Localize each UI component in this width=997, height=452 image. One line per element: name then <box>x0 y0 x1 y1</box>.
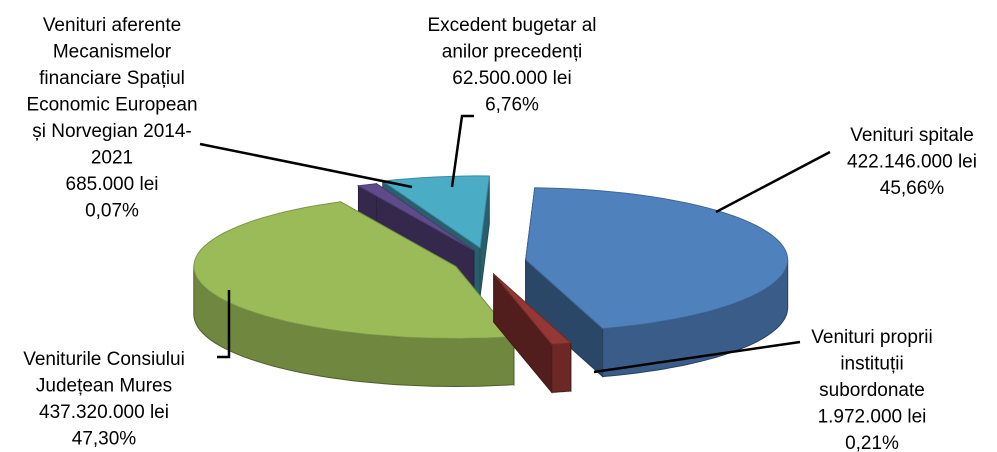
data-label-line: 45,66% <box>880 178 945 199</box>
data-label-line: 437.320.000 lei <box>39 402 169 423</box>
data-label-line: anilor precedenți <box>442 42 582 63</box>
data-label-line: și Norvegian 2014- <box>32 121 191 142</box>
data-label-line: 0,21% <box>845 433 899 452</box>
data-label-proprii: Venituri proprii instituții subordonate 1.9… <box>811 327 932 452</box>
data-label-line: Economic European <box>26 95 197 116</box>
data-label-line: Venituri proprii <box>811 327 932 348</box>
leader-line-mecanisme <box>199 142 413 189</box>
data-label-line: subordonate <box>819 380 925 401</box>
leader-line-spitale <box>715 150 831 214</box>
pie-slice-top-excedent <box>381 175 490 249</box>
data-label-line: Mecanismelor <box>53 42 172 63</box>
pie-slice-top-consiliu <box>193 201 515 340</box>
data-label-line: 685.000 lei <box>66 174 159 195</box>
data-label-line: 422.146.000 lei <box>847 152 977 173</box>
pie-slice-spitale <box>525 187 789 378</box>
leader-line-proprii <box>593 340 801 374</box>
data-label-line: 47,30% <box>72 429 137 450</box>
data-label-line: Excedent bugetar al <box>427 15 596 36</box>
leader-line-consiliu <box>217 290 231 359</box>
pie-slice-top-mecanisme <box>356 183 475 251</box>
data-label-line: 6,76% <box>485 95 539 116</box>
data-label-line: Județean Mures <box>36 376 172 397</box>
pie-slice-proprii <box>493 272 572 394</box>
pie-slice-top-proprii <box>493 273 572 345</box>
data-label-line: 0,07% <box>85 201 139 222</box>
data-label-excedent: Excedent bugetar al anilor precedenți 62.5… <box>427 15 596 116</box>
data-label-line: Veniturile Consiului <box>23 349 185 370</box>
data-label-line: Venituri aferente <box>43 15 181 36</box>
data-label-line: 62.500.000 lei <box>452 68 571 89</box>
pie-slice-top-spitale <box>525 187 789 330</box>
data-label-line: Venituri spitale <box>850 125 974 146</box>
data-label-consiliu: Veniturile Consiului Județean Mures 437.32… <box>23 349 185 450</box>
pie-slice-consiliu <box>193 200 515 388</box>
data-label-line: financiare Spațiul <box>39 68 185 89</box>
data-label-mecanisme: Venituri aferente Mecanismelor financiare … <box>26 15 197 222</box>
data-label-line: instituții <box>840 354 903 375</box>
pie-slice-rim-proprii <box>551 342 572 393</box>
data-label-spitale: Venituri spitale 422.146.000 lei 45,66% <box>847 125 977 199</box>
data-label-line: 1.972.000 lei <box>818 407 927 428</box>
data-label-line: 2021 <box>91 148 133 169</box>
leader-line-excedent <box>450 114 474 188</box>
